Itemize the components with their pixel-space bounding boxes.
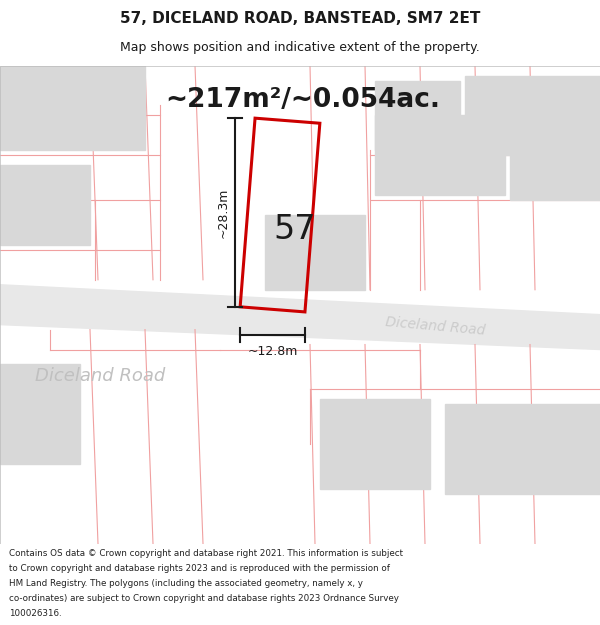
Bar bbox=[265, 215, 365, 290]
Bar bbox=[445, 404, 600, 494]
Text: ~217m²/~0.054ac.: ~217m²/~0.054ac. bbox=[165, 88, 440, 114]
Text: to Crown copyright and database rights 2023 and is reproduced with the permissio: to Crown copyright and database rights 2… bbox=[9, 564, 390, 573]
Text: HM Land Registry. The polygons (including the associated geometry, namely x, y: HM Land Registry. The polygons (includin… bbox=[9, 579, 363, 588]
Text: 57: 57 bbox=[274, 214, 316, 246]
Text: ~28.3m: ~28.3m bbox=[217, 188, 230, 238]
Bar bbox=[0, 165, 90, 245]
Text: Diceland Road: Diceland Road bbox=[385, 315, 485, 338]
Text: Map shows position and indicative extent of the property.: Map shows position and indicative extent… bbox=[120, 41, 480, 54]
Bar bbox=[0, 364, 80, 464]
Text: Diceland Road: Diceland Road bbox=[35, 368, 165, 386]
Bar bbox=[465, 76, 600, 155]
Bar bbox=[320, 399, 430, 489]
Bar bbox=[375, 81, 460, 150]
Bar bbox=[510, 126, 600, 200]
Text: Contains OS data © Crown copyright and database right 2021. This information is : Contains OS data © Crown copyright and d… bbox=[9, 549, 403, 558]
Text: 57, DICELAND ROAD, BANSTEAD, SM7 2ET: 57, DICELAND ROAD, BANSTEAD, SM7 2ET bbox=[120, 11, 480, 26]
Text: 100026316.: 100026316. bbox=[9, 609, 62, 618]
Bar bbox=[375, 116, 505, 195]
Text: ~12.8m: ~12.8m bbox=[247, 345, 298, 358]
Bar bbox=[0, 66, 145, 150]
Polygon shape bbox=[0, 285, 600, 349]
Text: co-ordinates) are subject to Crown copyright and database rights 2023 Ordnance S: co-ordinates) are subject to Crown copyr… bbox=[9, 594, 399, 603]
